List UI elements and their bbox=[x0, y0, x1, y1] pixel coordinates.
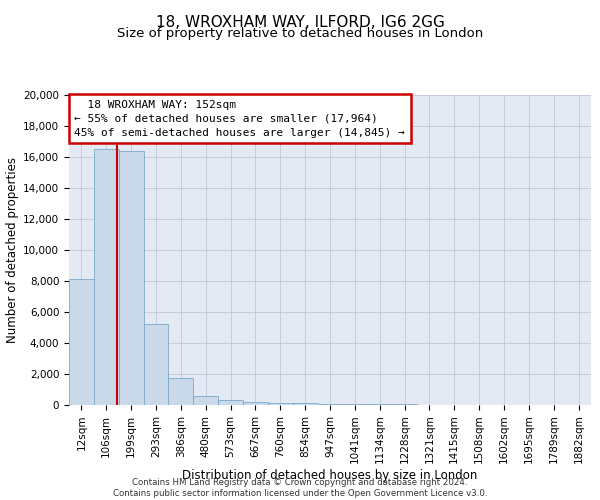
Bar bbox=[268, 402, 293, 405]
Bar bbox=[218, 400, 243, 405]
Text: Size of property relative to detached houses in London: Size of property relative to detached ho… bbox=[117, 28, 483, 40]
Bar bbox=[169, 378, 193, 405]
Bar bbox=[243, 402, 268, 405]
Bar bbox=[143, 324, 169, 405]
Bar bbox=[69, 280, 94, 405]
Y-axis label: Number of detached properties: Number of detached properties bbox=[6, 157, 19, 343]
Bar bbox=[193, 396, 218, 405]
Text: Contains HM Land Registry data © Crown copyright and database right 2024.
Contai: Contains HM Land Registry data © Crown c… bbox=[113, 478, 487, 498]
Bar bbox=[367, 404, 392, 405]
Bar bbox=[119, 151, 143, 405]
Bar bbox=[293, 404, 317, 405]
Bar bbox=[343, 404, 367, 405]
Text: 18, WROXHAM WAY, ILFORD, IG6 2GG: 18, WROXHAM WAY, ILFORD, IG6 2GG bbox=[155, 15, 445, 30]
Bar bbox=[94, 149, 119, 405]
Text: 18 WROXHAM WAY: 152sqm
← 55% of detached houses are smaller (17,964)
45% of semi: 18 WROXHAM WAY: 152sqm ← 55% of detached… bbox=[74, 100, 405, 138]
X-axis label: Distribution of detached houses by size in London: Distribution of detached houses by size … bbox=[182, 469, 478, 482]
Bar bbox=[392, 404, 417, 405]
Bar bbox=[317, 404, 343, 405]
